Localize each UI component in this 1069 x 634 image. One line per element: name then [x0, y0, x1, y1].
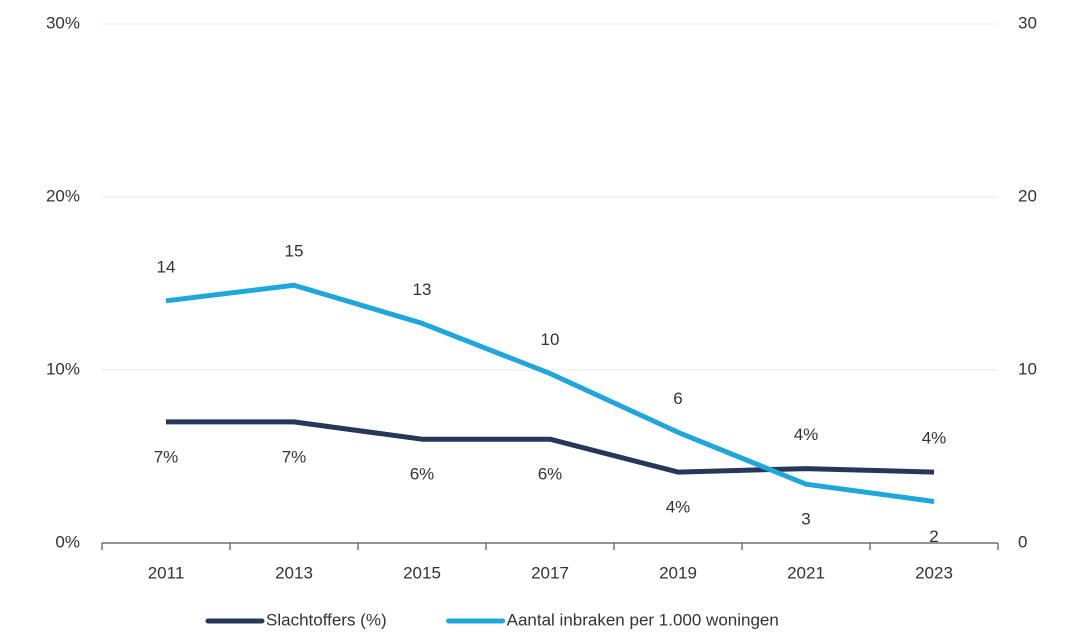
data-label: 10 [541, 330, 560, 349]
x-tick-label: 2013 [275, 563, 313, 582]
x-tick-label: 2021 [787, 563, 825, 582]
y-tick-label: 0% [55, 532, 80, 551]
y-tick-label: 20% [46, 186, 80, 205]
x-tick-label: 2017 [531, 563, 569, 582]
data-label: 15 [285, 242, 304, 261]
y2-tick-label: 20 [1018, 186, 1037, 205]
data-label: 3 [801, 510, 810, 529]
y2-tick-label: 30 [1018, 13, 1037, 32]
series-line [166, 419, 935, 475]
y2-tick-label: 0 [1018, 532, 1027, 551]
y-tick-label: 30% [46, 13, 80, 32]
data-label: 6 [673, 389, 682, 408]
x-tick-label: 2023 [915, 563, 953, 582]
data-label: 6% [538, 465, 563, 484]
data-label: 6% [410, 465, 435, 484]
data-label: 2 [929, 527, 938, 546]
data-label: 14 [157, 257, 176, 276]
legend-label: Aantal inbraken per 1.000 woningen [507, 610, 779, 629]
data-label: 4% [794, 425, 819, 444]
series-line [165, 282, 935, 504]
data-label: 4% [922, 429, 947, 448]
legend-label: Slachtoffers (%) [266, 610, 387, 629]
data-label: 4% [666, 498, 691, 517]
data-label: 7% [282, 447, 307, 466]
y-tick-label: 10% [46, 359, 80, 378]
x-tick-label: 2011 [148, 563, 185, 582]
x-tick-label: 2015 [403, 563, 441, 582]
data-label: 13 [413, 280, 432, 299]
y2-tick-label: 10 [1018, 359, 1037, 378]
x-tick-label: 2019 [659, 563, 697, 582]
data-label: 7% [154, 447, 179, 466]
